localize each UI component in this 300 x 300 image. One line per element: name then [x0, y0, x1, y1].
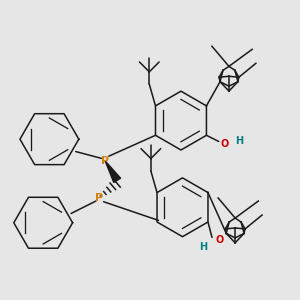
Text: H: H	[199, 242, 207, 252]
Text: H: H	[235, 136, 243, 146]
Text: O: O	[221, 139, 229, 149]
Text: P: P	[95, 193, 103, 203]
Text: O: O	[215, 235, 224, 245]
Text: P: P	[101, 156, 109, 166]
Polygon shape	[105, 161, 121, 182]
